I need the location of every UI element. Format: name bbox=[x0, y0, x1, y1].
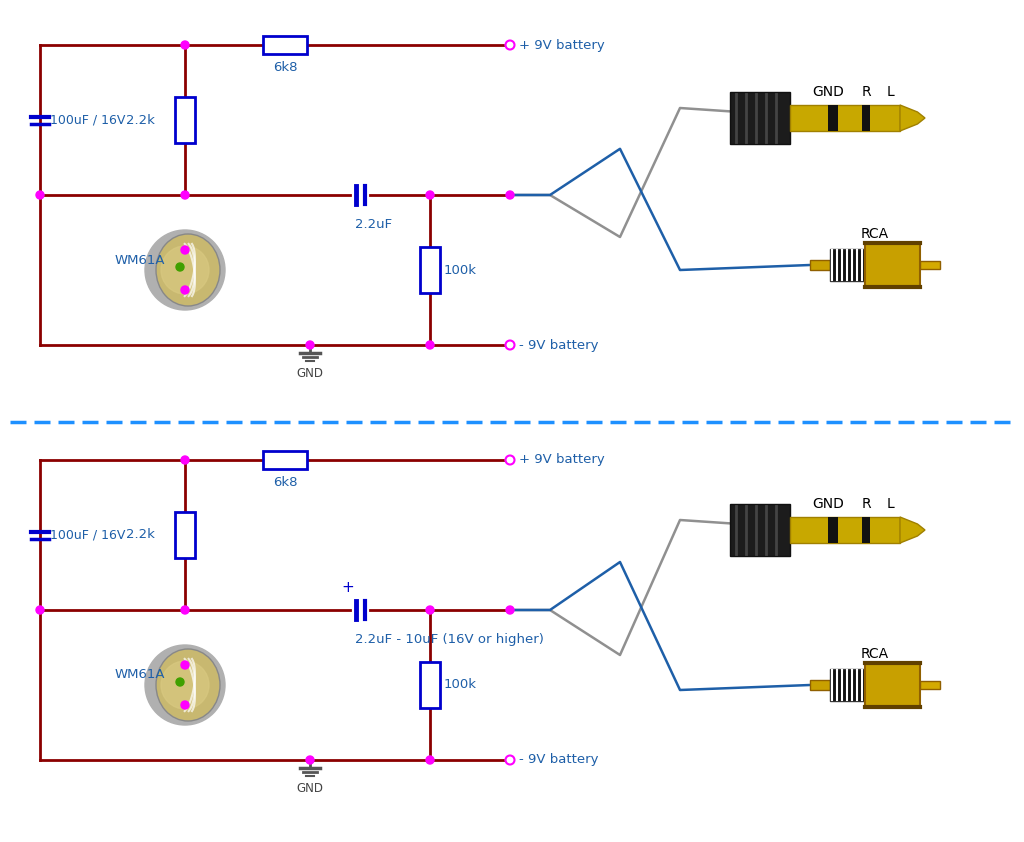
Circle shape bbox=[181, 286, 189, 294]
Circle shape bbox=[145, 645, 225, 725]
Circle shape bbox=[161, 661, 209, 709]
Circle shape bbox=[181, 456, 189, 464]
Bar bbox=[828, 105, 838, 131]
Text: + 9V battery: + 9V battery bbox=[519, 454, 605, 466]
Bar bbox=[790, 517, 900, 543]
Polygon shape bbox=[900, 105, 925, 131]
Circle shape bbox=[506, 456, 514, 465]
Text: RCA: RCA bbox=[861, 227, 889, 241]
Circle shape bbox=[426, 606, 434, 614]
Text: 100k: 100k bbox=[444, 264, 477, 276]
Text: GND: GND bbox=[812, 497, 844, 511]
Text: GND: GND bbox=[812, 85, 844, 99]
Bar bbox=[862, 517, 870, 543]
Text: WM61A: WM61A bbox=[115, 253, 166, 267]
Circle shape bbox=[506, 340, 514, 349]
Text: +: + bbox=[342, 580, 354, 595]
Polygon shape bbox=[900, 517, 925, 543]
Circle shape bbox=[181, 661, 189, 669]
Bar bbox=[420, 247, 440, 293]
Ellipse shape bbox=[156, 234, 220, 306]
Circle shape bbox=[181, 191, 189, 199]
Text: 2.2k: 2.2k bbox=[126, 529, 155, 541]
Text: RCA: RCA bbox=[861, 647, 889, 661]
Text: L: L bbox=[886, 85, 894, 99]
Circle shape bbox=[181, 246, 189, 254]
Text: - 9V battery: - 9V battery bbox=[519, 754, 598, 766]
Circle shape bbox=[36, 606, 44, 614]
Circle shape bbox=[426, 341, 434, 349]
Bar bbox=[920, 681, 940, 689]
Circle shape bbox=[426, 191, 434, 199]
Text: 6k8: 6k8 bbox=[272, 476, 297, 489]
Text: 2.2uF - 10uF (16V or higher): 2.2uF - 10uF (16V or higher) bbox=[355, 633, 544, 646]
Bar bbox=[175, 97, 195, 143]
Text: 100uF / 16V: 100uF / 16V bbox=[50, 529, 125, 541]
Circle shape bbox=[181, 41, 189, 49]
Bar bbox=[828, 517, 838, 543]
Bar bbox=[175, 512, 195, 558]
Circle shape bbox=[176, 263, 184, 271]
Text: R: R bbox=[861, 85, 870, 99]
Bar bbox=[862, 105, 870, 131]
Bar bbox=[730, 92, 790, 144]
Bar bbox=[865, 663, 920, 707]
Circle shape bbox=[506, 755, 514, 765]
Text: 6k8: 6k8 bbox=[272, 61, 297, 74]
Circle shape bbox=[506, 191, 514, 199]
Text: 100uF / 16V: 100uF / 16V bbox=[50, 114, 125, 126]
Circle shape bbox=[161, 246, 209, 294]
Circle shape bbox=[36, 191, 44, 199]
Text: R: R bbox=[861, 497, 870, 511]
Bar bbox=[263, 36, 307, 54]
Circle shape bbox=[176, 678, 184, 686]
Text: 100k: 100k bbox=[444, 679, 477, 691]
Text: 2.2k: 2.2k bbox=[126, 114, 155, 126]
Bar bbox=[790, 105, 900, 131]
Circle shape bbox=[426, 756, 434, 764]
Bar bbox=[810, 260, 830, 270]
Text: + 9V battery: + 9V battery bbox=[519, 39, 605, 51]
Circle shape bbox=[181, 606, 189, 614]
Bar bbox=[263, 451, 307, 469]
Bar bbox=[810, 680, 830, 690]
Bar bbox=[730, 504, 790, 556]
Bar bbox=[920, 261, 940, 269]
Text: GND: GND bbox=[297, 367, 324, 380]
Bar bbox=[830, 669, 865, 701]
Text: - 9V battery: - 9V battery bbox=[519, 338, 598, 351]
Circle shape bbox=[306, 341, 314, 349]
Circle shape bbox=[145, 230, 225, 310]
Text: WM61A: WM61A bbox=[115, 669, 166, 681]
Circle shape bbox=[506, 40, 514, 50]
Bar bbox=[865, 243, 920, 287]
Bar bbox=[420, 662, 440, 708]
Bar bbox=[830, 249, 865, 281]
Circle shape bbox=[181, 701, 189, 709]
Text: L: L bbox=[886, 497, 894, 511]
Circle shape bbox=[506, 606, 514, 614]
Ellipse shape bbox=[156, 649, 220, 721]
Text: 2.2uF: 2.2uF bbox=[355, 218, 392, 231]
Circle shape bbox=[306, 756, 314, 764]
Text: GND: GND bbox=[297, 782, 324, 795]
